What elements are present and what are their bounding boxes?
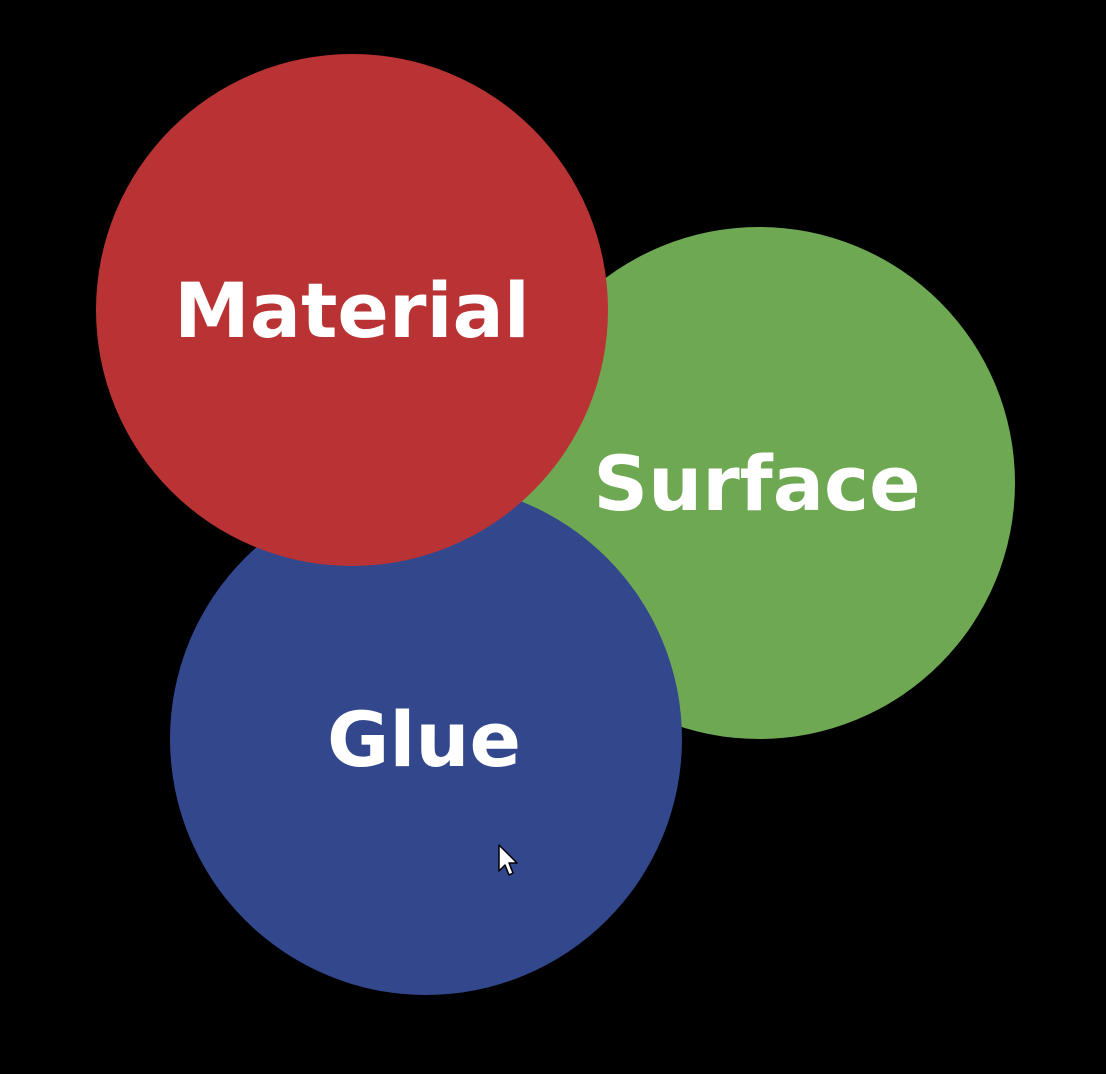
arrow-pointer-icon [498, 844, 518, 876]
circle-glue-label: Glue [327, 695, 521, 784]
circle-material-shape [96, 54, 608, 566]
circle-material-label: Material [174, 266, 530, 355]
circle-surface-label: Surface [593, 439, 920, 528]
circle-glue-shape [170, 483, 682, 995]
circle-glue: Glue [170, 483, 682, 995]
circle-material: Material [96, 54, 608, 566]
